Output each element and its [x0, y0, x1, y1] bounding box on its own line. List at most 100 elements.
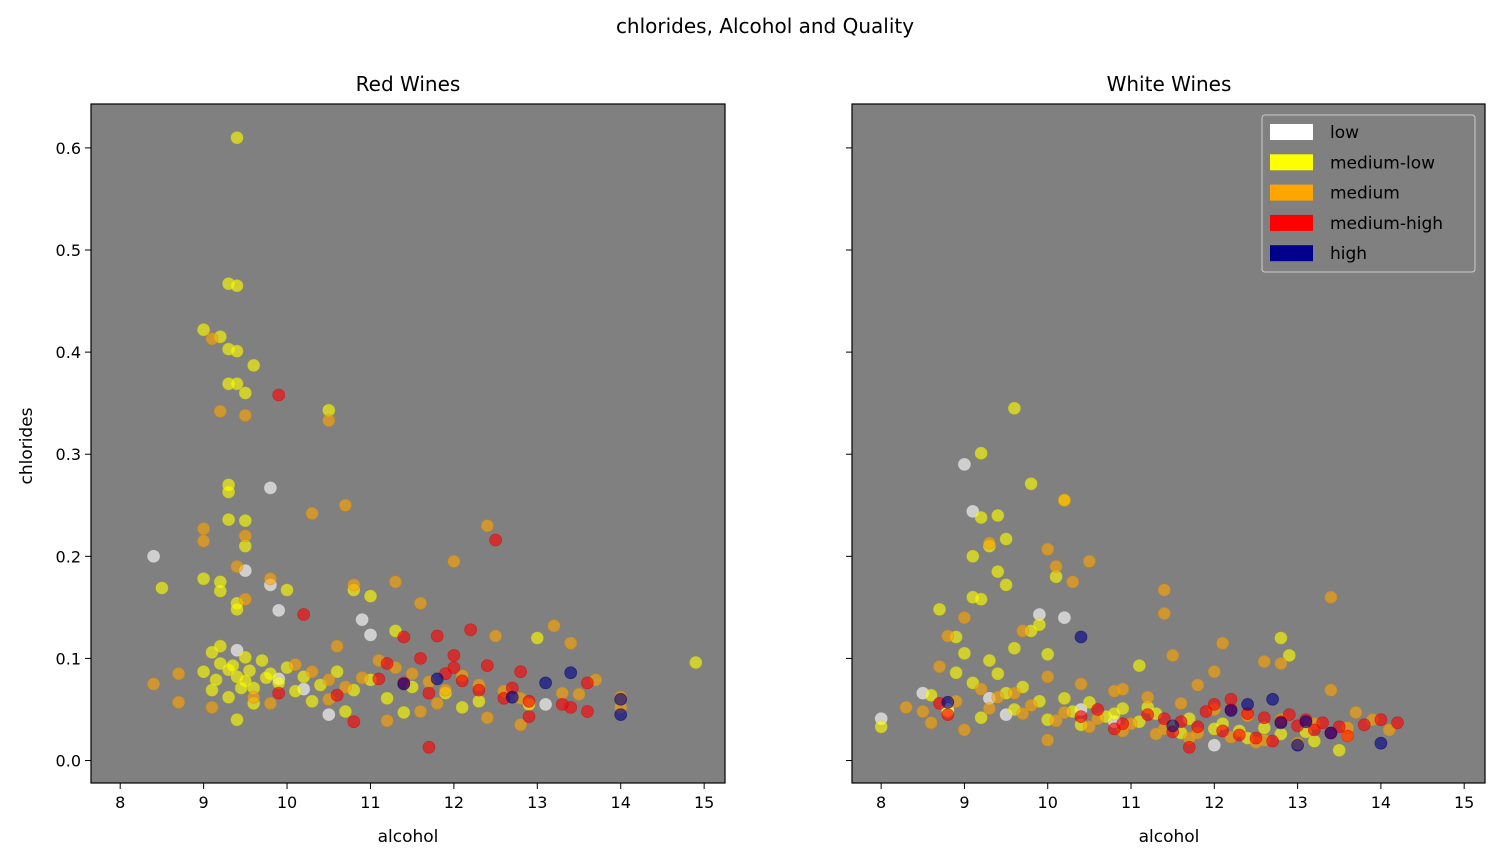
data-point-medium	[1058, 706, 1071, 719]
x-tick-label: 8	[115, 793, 125, 812]
data-point-medium	[1191, 678, 1205, 692]
legend-swatch-high	[1270, 245, 1313, 262]
data-point-medium	[899, 701, 913, 714]
data-point-medium	[572, 687, 586, 701]
data-point-medium-low	[1058, 691, 1071, 705]
y-tick-label: 0.4	[56, 343, 81, 362]
data-point-medium-low	[230, 131, 244, 145]
data-point-medium-low	[933, 603, 946, 616]
data-point-medium	[197, 522, 211, 536]
x-tick-label: 13	[1287, 793, 1307, 812]
x-tick-label: 11	[360, 793, 380, 812]
data-point-medium	[263, 572, 277, 586]
data-point-low	[1058, 611, 1071, 624]
data-point-medium-high	[272, 388, 286, 402]
data-point-medium	[430, 697, 444, 710]
data-point-medium-low	[364, 589, 377, 603]
data-point-medium-high	[297, 608, 311, 621]
y-tick-label: 0.6	[56, 139, 81, 158]
data-point-medium-high	[430, 629, 444, 643]
data-point-medium-high	[1374, 713, 1388, 727]
data-point-medium	[1024, 699, 1038, 712]
data-point-medium-low	[1274, 631, 1288, 645]
data-point-medium	[1257, 655, 1271, 668]
data-point-medium	[213, 404, 227, 418]
data-point-medium-low	[999, 578, 1013, 592]
data-point-medium	[1083, 720, 1096, 734]
data-point-medium-low	[1332, 743, 1346, 757]
data-point-low	[1207, 738, 1221, 752]
white-wines-y-ticks	[846, 147, 852, 762]
legend-swatch-medium	[1270, 184, 1313, 201]
legend: low medium-low medium medium-high high	[1261, 114, 1476, 273]
data-point-medium-high	[1282, 708, 1296, 721]
data-point-medium-high	[1391, 716, 1404, 730]
data-point-medium-low	[238, 514, 252, 527]
data-point-medium	[1216, 636, 1229, 650]
data-point-high	[1241, 698, 1254, 711]
data-point-medium	[916, 705, 930, 718]
data-point-medium-high	[514, 665, 527, 679]
data-point-medium-low	[974, 592, 988, 606]
data-point-medium	[197, 534, 211, 548]
data-point-medium	[1149, 727, 1163, 741]
data-point-medium-low	[1041, 647, 1055, 661]
data-point-medium	[338, 680, 352, 694]
data-point-medium	[555, 686, 569, 700]
legend-label-medium-low: medium-low	[1330, 153, 1435, 173]
data-point-medium-low	[230, 603, 244, 616]
data-point-low	[147, 549, 161, 563]
data-point-medium-high	[455, 674, 469, 688]
data-point-medium	[263, 697, 277, 710]
legend-label-medium: medium	[1330, 184, 1400, 204]
x-tick-label: 11	[1121, 793, 1141, 812]
data-point-medium-low	[1132, 659, 1146, 672]
data-point-medium	[1083, 555, 1096, 568]
data-point-medium-high	[1224, 692, 1238, 706]
data-point-medium-low	[530, 631, 544, 645]
legend-swatch-medium-high	[1270, 214, 1313, 231]
data-point-medium-low	[243, 664, 256, 678]
white-wines-x-ticks: 8 9 10 11 12 13 14 15	[876, 783, 1474, 812]
data-point-medium-low	[991, 509, 1005, 522]
data-point-medium-low	[974, 711, 988, 725]
legend-swatch-medium-low	[1270, 154, 1313, 171]
data-point-medium	[1041, 733, 1055, 747]
data-point-medium	[172, 695, 186, 709]
data-point-medium-high	[1257, 711, 1271, 725]
data-point-medium-high	[1182, 740, 1196, 754]
data-point-medium	[414, 705, 427, 718]
data-point-medium-low	[455, 701, 469, 714]
data-point-medium-high	[1157, 712, 1171, 726]
data-point-high	[539, 676, 552, 690]
data-point-medium-low	[255, 654, 269, 667]
data-point-medium	[1141, 690, 1155, 704]
data-point-medium-low	[974, 446, 988, 460]
data-point-medium	[1016, 624, 1030, 638]
data-point-medium-low	[155, 581, 169, 595]
data-point-medium-low	[1083, 695, 1096, 709]
data-point-medium-high	[372, 672, 386, 686]
data-point-medium	[305, 507, 319, 520]
x-tick-label: 9	[199, 793, 209, 812]
data-point-medium-low	[222, 513, 236, 526]
data-point-medium-high	[422, 686, 436, 700]
red-wines-x-ticks: 8 9 10 11 12 13 14 15	[115, 783, 714, 812]
x-tick-label: 12	[444, 793, 464, 812]
data-point-medium	[1049, 714, 1063, 728]
data-point-medium	[1324, 683, 1338, 697]
data-point-medium-high	[1199, 705, 1213, 718]
data-point-medium-high	[272, 686, 286, 700]
y-tick-label: 0.5	[56, 241, 81, 260]
data-point-high	[1299, 715, 1313, 729]
data-point-medium	[172, 667, 186, 681]
data-point-medium-low	[1307, 734, 1321, 748]
data-point-medium	[1207, 665, 1221, 679]
data-point-medium-high	[1091, 703, 1105, 716]
data-point-medium-high	[1266, 734, 1279, 748]
x-tick-label: 9	[959, 793, 969, 812]
data-point-medium-low	[222, 485, 236, 499]
data-point-medium-low	[197, 665, 211, 679]
data-point-medium	[305, 665, 319, 679]
data-point-medium	[330, 639, 344, 653]
